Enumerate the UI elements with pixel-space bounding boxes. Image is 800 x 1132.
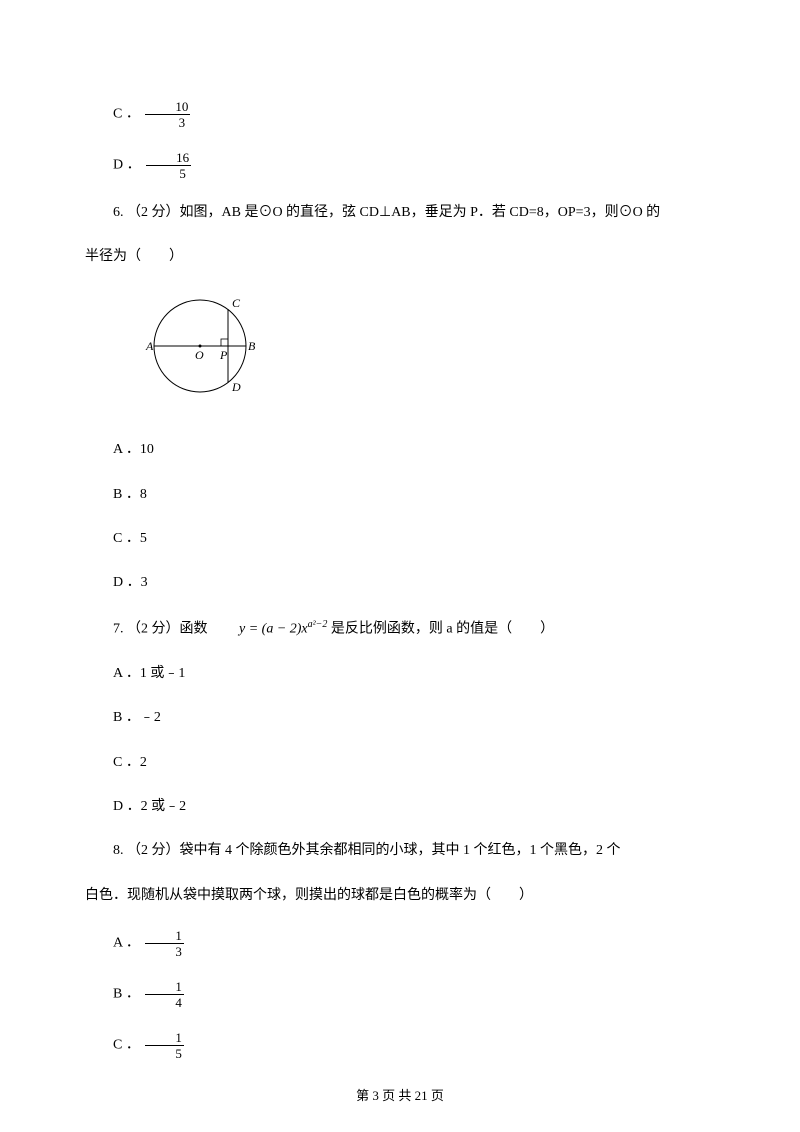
svg-text:D: D xyxy=(231,380,241,394)
question-8: 8. （2 分）袋中有 4 个除颜色外其余都相同的小球，其中 1 个红色，1 个… xyxy=(85,840,715,1060)
q7-option-c: C ．2 xyxy=(85,752,715,774)
q6-stem-line1: 6. （2 分）如图，AB 是⊙O 的直径，弦 CD⊥AB，垂足为 P．若 CD… xyxy=(85,202,715,224)
page-footer: 第 3 页 共 21 页 xyxy=(0,1086,800,1107)
fraction-icon: 10 3 xyxy=(145,100,190,129)
q8-option-c-label: C ． xyxy=(113,1038,140,1053)
q7-option-d: D ．2 或﹣2 xyxy=(85,796,715,818)
q7-stem-before: 7. （2 分）函数 xyxy=(113,621,211,636)
q7-option-a: A ．1 或﹣1 xyxy=(85,663,715,685)
prev-option-d-label: D ． xyxy=(113,158,141,173)
circle-diagram-svg: A B C D O P xyxy=(140,291,280,406)
q6-stem-line2: 半径为（ ） xyxy=(85,246,715,268)
fraction-icon: 1 4 xyxy=(145,980,184,1009)
circle-diagram: A B C D O P xyxy=(140,291,715,414)
q8-option-a: A ． 1 3 xyxy=(85,929,715,958)
q7-stem: 7. （2 分）函数 y = (a − 2)xa²−2 是反比例函数，则 a 的… xyxy=(85,617,715,641)
q6-option-d: D ．3 xyxy=(85,572,715,594)
q8-option-b: B ． 1 4 xyxy=(85,980,715,1009)
q8-stem-line2: 白色．现随机从袋中摸取两个球，则摸出的球都是白色的概率为（ ） xyxy=(85,885,715,907)
q6-option-c: C ．5 xyxy=(85,528,715,550)
fraction-icon: 1 3 xyxy=(145,929,184,958)
formula-icon: y = (a − 2)xa²−2 xyxy=(211,617,327,641)
prev-option-d: D ． 16 5 xyxy=(85,151,715,180)
q8-stem-line1: 8. （2 分）袋中有 4 个除颜色外其余都相同的小球，其中 1 个红色，1 个… xyxy=(85,840,715,862)
q7-stem-after: 是反比例函数，则 a 的值是（ ） xyxy=(327,621,554,636)
svg-text:O: O xyxy=(195,348,204,362)
question-7: 7. （2 分）函数 y = (a − 2)xa²−2 是反比例函数，则 a 的… xyxy=(85,617,715,819)
q6-option-b: B ．8 xyxy=(85,484,715,506)
svg-text:P: P xyxy=(219,348,228,362)
prev-option-c: C ． 10 3 xyxy=(85,100,715,129)
svg-text:B: B xyxy=(248,339,256,353)
prev-option-c-label: C ． xyxy=(113,107,140,122)
question-6: 6. （2 分）如图，AB 是⊙O 的直径，弦 CD⊥AB，垂足为 P．若 CD… xyxy=(85,202,715,595)
svg-text:C: C xyxy=(232,296,241,310)
q8-option-c: C ． 1 5 xyxy=(85,1031,715,1060)
q6-option-a: A ．10 xyxy=(85,439,715,461)
q8-option-a-label: A ． xyxy=(113,936,140,951)
q8-option-b-label: B ． xyxy=(113,987,140,1002)
q7-option-b: B ．﹣2 xyxy=(85,707,715,729)
fraction-icon: 1 5 xyxy=(145,1031,184,1060)
svg-text:A: A xyxy=(145,339,154,353)
fraction-icon: 16 5 xyxy=(146,151,191,180)
